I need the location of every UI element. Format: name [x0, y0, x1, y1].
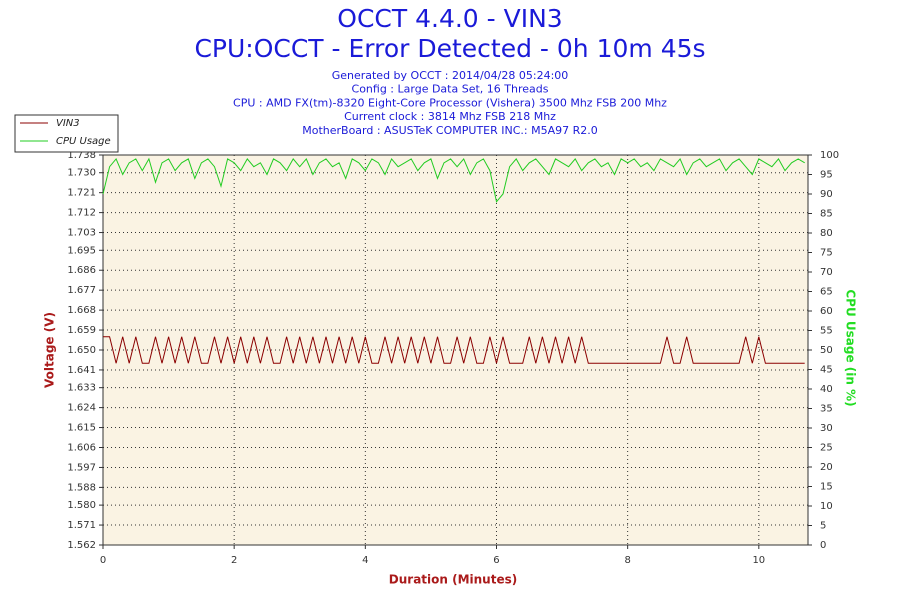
y2-tick-label: 5	[820, 521, 826, 532]
y2-tick-label: 60	[820, 306, 833, 317]
y2-tick-label: 20	[820, 462, 833, 473]
y2-tick-label: 70	[820, 267, 833, 278]
y2-tick-label: 55	[820, 326, 833, 337]
y-tick-label: 1.677	[67, 285, 96, 296]
y-tick-label: 1.615	[67, 423, 96, 434]
y-tick-label: 1.588	[67, 482, 96, 493]
y-tick-label: 1.624	[67, 403, 96, 414]
x-tick-label: 6	[493, 555, 499, 566]
info-line: CPU : AMD FX(tm)-8320 Eight-Core Process…	[233, 96, 667, 109]
y-tick-label: 1.597	[67, 462, 96, 473]
y-tick-label: 1.738	[67, 150, 96, 161]
y2-tick-label: 10	[820, 501, 833, 512]
y-tick-label: 1.695	[67, 245, 96, 256]
y2-tick-label: 0	[820, 540, 826, 551]
info-line: Generated by OCCT : 2014/04/28 05:24:00	[332, 69, 569, 82]
y-tick-label: 1.571	[67, 520, 96, 531]
y2-tick-label: 50	[820, 345, 833, 356]
y-tick-label: 1.686	[67, 265, 96, 276]
y-tick-label: 1.562	[67, 540, 96, 551]
y2-tick-label: 90	[820, 189, 833, 200]
series-line	[102, 157, 805, 203]
info-line: MotherBoard : ASUSTeK COMPUTER INC.: M5A…	[302, 124, 598, 137]
y-tick-label: 1.641	[67, 365, 96, 376]
y2-tick-label: 95	[820, 170, 833, 181]
y2-axis-label: CPU Usage (in %)	[844, 289, 858, 406]
y-tick-label: 1.668	[67, 305, 96, 316]
legend-box	[14, 114, 119, 153]
plot-frame	[102, 154, 809, 546]
x-tick-label: 2	[231, 555, 237, 566]
y2-tick-label: 25	[820, 443, 833, 454]
legend-label: VIN3	[56, 118, 80, 129]
y-tick-label: 1.606	[67, 443, 96, 454]
y2-tick-label: 85	[820, 209, 833, 220]
x-axis-label: Duration (Minutes)	[389, 573, 517, 587]
y2-tick-label: 100	[820, 150, 839, 161]
y2-tick-label: 45	[820, 365, 833, 376]
chart-subtitle: CPU:OCCT - Error Detected - 0h 10m 45s	[194, 34, 705, 63]
y-tick-label: 1.712	[67, 208, 96, 219]
y2-tick-label: 80	[820, 228, 833, 239]
legend-label: CPU Usage	[56, 136, 111, 147]
info-line: Current clock : 3814 Mhz FSB 218 Mhz	[344, 110, 556, 123]
y-tick-label: 1.659	[67, 325, 96, 336]
y2-tick-label: 35	[820, 404, 833, 415]
y2-tick-label: 75	[820, 248, 833, 259]
info-line: Config : Large Data Set, 16 Threads	[352, 83, 549, 96]
y-tick-label: 1.633	[67, 383, 96, 394]
series-line	[103, 336, 805, 364]
x-tick-label: 10	[752, 555, 765, 566]
y-tick-label: 1.721	[67, 188, 96, 199]
y-tick-label: 1.703	[67, 228, 96, 239]
y-tick-label: 1.580	[67, 500, 96, 511]
x-tick-label: 0	[100, 555, 106, 566]
y-axis-label: Voltage (V)	[43, 312, 57, 388]
y-tick-label: 1.650	[67, 345, 96, 356]
y2-tick-label: 15	[820, 482, 833, 493]
y-tick-label: 1.730	[67, 168, 96, 179]
x-tick-label: 8	[624, 555, 630, 566]
x-tick-label: 4	[362, 555, 368, 566]
y2-tick-label: 30	[820, 423, 833, 434]
chart-title: OCCT 4.4.0 - VIN3	[337, 4, 562, 33]
y2-tick-label: 40	[820, 384, 833, 395]
y2-tick-label: 65	[820, 287, 833, 298]
